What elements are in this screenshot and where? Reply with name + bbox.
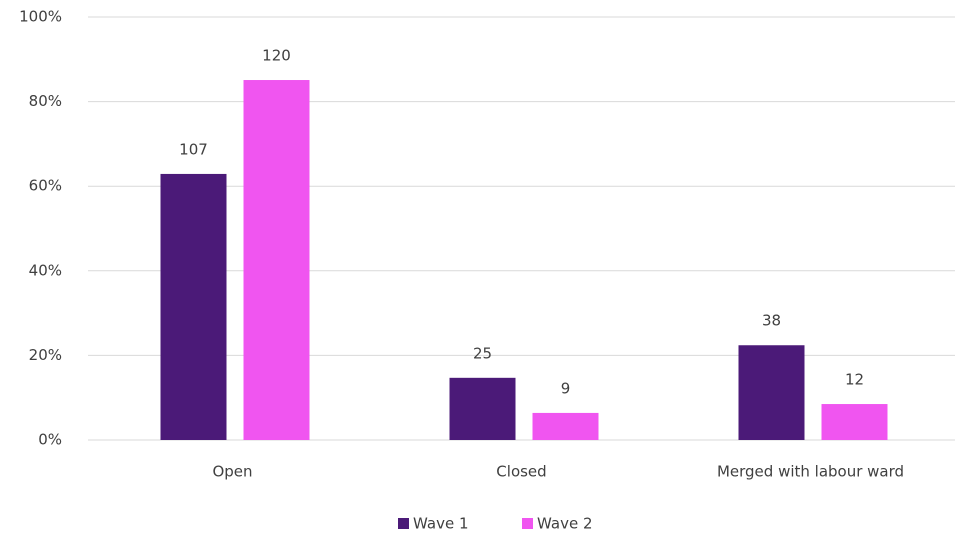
legend-swatch [522, 518, 533, 529]
data-label: 9 [561, 379, 571, 397]
x-tick-label: Open [212, 463, 252, 481]
data-label: 38 [762, 312, 781, 330]
bar [532, 412, 599, 440]
x-tick-label: Merged with labour ward [717, 463, 904, 481]
y-tick-label: 0% [38, 431, 62, 449]
data-label: 25 [473, 344, 492, 362]
y-tick-label: 80% [29, 92, 62, 110]
y-tick-label: 60% [29, 177, 62, 195]
bar [821, 404, 888, 440]
x-tick-label: Closed [496, 463, 546, 481]
bar [738, 345, 805, 440]
bar [243, 80, 310, 440]
y-tick-label: 40% [29, 261, 62, 279]
data-label: 12 [845, 371, 864, 389]
bar [449, 377, 516, 440]
bar [160, 173, 227, 441]
y-tick-label: 20% [29, 346, 62, 364]
data-label: 107 [179, 140, 208, 158]
y-tick-label: 100% [19, 8, 62, 26]
legend-label: Wave 1 [413, 515, 468, 533]
data-label: 120 [262, 47, 291, 65]
legend-swatch [398, 518, 409, 529]
legend-label: Wave 2 [537, 515, 592, 533]
